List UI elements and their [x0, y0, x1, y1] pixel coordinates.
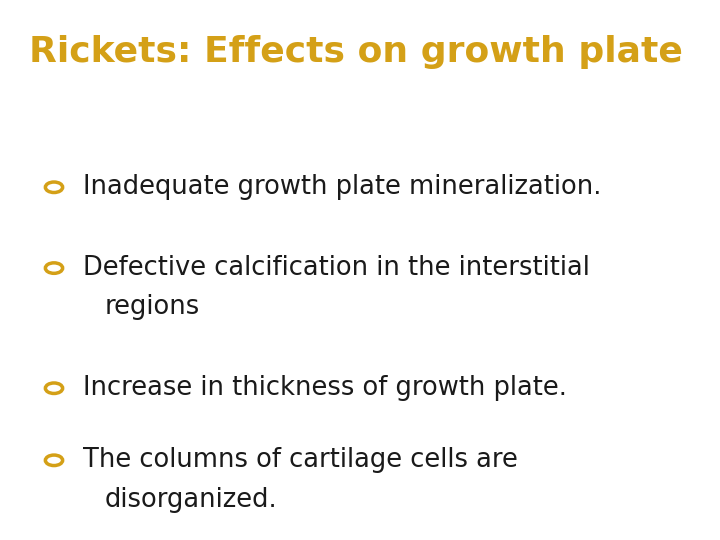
Text: The columns of cartilage cells are: The columns of cartilage cells are — [83, 447, 518, 473]
Text: Increase in thickness of growth plate.: Increase in thickness of growth plate. — [83, 375, 567, 401]
Text: Inadequate growth plate mineralization.: Inadequate growth plate mineralization. — [83, 174, 601, 200]
Text: disorganized.: disorganized. — [104, 487, 277, 512]
Text: Defective calcification in the interstitial: Defective calcification in the interstit… — [83, 255, 590, 281]
Text: Rickets: Effects on growth plate: Rickets: Effects on growth plate — [29, 35, 683, 69]
Text: regions: regions — [104, 294, 199, 320]
